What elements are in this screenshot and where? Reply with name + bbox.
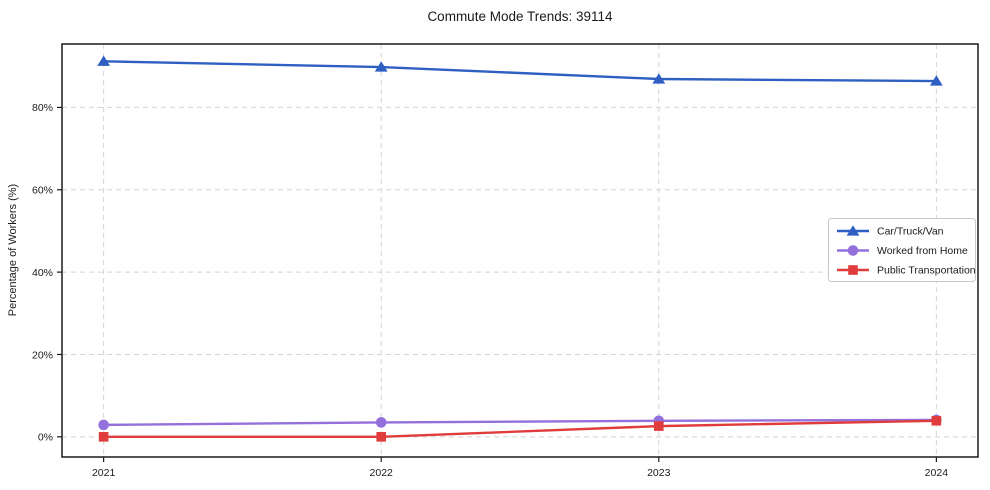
x-tick-label: 2024 xyxy=(925,467,949,479)
y-tick-label: 0% xyxy=(38,432,53,444)
y-axis-title: Percentage of Workers (%) xyxy=(7,184,19,316)
legend-marker xyxy=(847,245,859,256)
x-tick-label: 2022 xyxy=(370,467,394,479)
x-tick-label: 2021 xyxy=(92,467,116,479)
legend-box xyxy=(828,218,976,282)
series-line-worked-from-home xyxy=(103,418,937,427)
marker-public-transportation xyxy=(98,432,109,442)
legend-label: Worked from Home xyxy=(877,245,968,257)
legend-marker xyxy=(846,225,860,236)
series-line-car-truck-van xyxy=(103,60,937,83)
legend-marker xyxy=(848,265,858,275)
legend-label: Car/Truck/Van xyxy=(877,226,944,238)
marker-car-truck-van xyxy=(97,55,111,66)
marker-worked-from-home xyxy=(375,417,387,428)
y-tick-label: 40% xyxy=(32,267,53,279)
marker-worked-from-home xyxy=(98,419,109,431)
marker-public-transportation xyxy=(653,421,664,431)
marker-car-truck-van xyxy=(929,75,943,86)
series-line-public-transportation xyxy=(103,419,937,439)
marker-public-transportation xyxy=(931,415,942,426)
legend-label: Public Transportation xyxy=(877,265,976,277)
chart-title: Commute Mode Trends: 39114 xyxy=(427,9,613,24)
y-tick-label: 20% xyxy=(32,349,53,361)
marker-car-truck-van xyxy=(652,73,666,84)
y-tick-label: 80% xyxy=(32,102,53,114)
x-tick-label: 2023 xyxy=(647,467,671,479)
marker-car-truck-van xyxy=(374,61,388,72)
plot-frame xyxy=(61,43,979,458)
marker-public-transportation xyxy=(376,432,387,442)
y-tick-label: 60% xyxy=(32,185,53,197)
